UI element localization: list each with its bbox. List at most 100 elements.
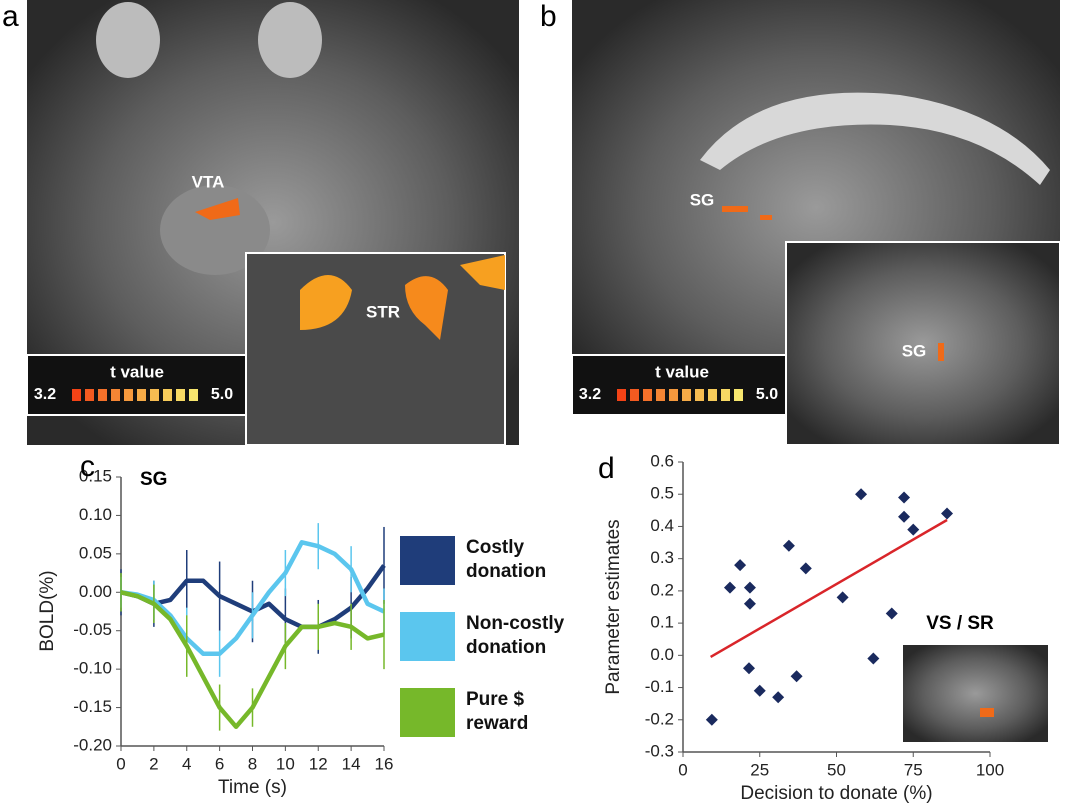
- panel-label: b: [540, 0, 557, 33]
- activation: [460, 255, 505, 290]
- y-tick-label: 0.1: [650, 613, 674, 632]
- y-tick-label: 0.4: [650, 516, 674, 535]
- point: [743, 597, 756, 610]
- chart-title: SG: [140, 469, 167, 490]
- colorbar-title: t value: [655, 362, 709, 381]
- panel-label: a: [2, 0, 19, 33]
- point: [743, 581, 756, 594]
- y-tick-label: 0.6: [650, 451, 674, 470]
- y-tick-label: -0.05: [73, 620, 112, 639]
- y-tick-label: 0.10: [79, 505, 112, 524]
- x-tick-label: 4: [182, 754, 191, 773]
- x-tick-label: 100: [976, 760, 1004, 779]
- x-tick-label: 0: [678, 760, 687, 779]
- activation: [195, 198, 240, 220]
- colorbar-cell: [111, 389, 120, 401]
- y-tick-label: 0.3: [650, 548, 674, 567]
- colorbar-tick-label: 5.0: [211, 386, 233, 403]
- colorbar-cell: [189, 389, 198, 401]
- y-tick-label: -0.1: [645, 677, 674, 696]
- activation: [980, 708, 994, 717]
- colorbar-cell: [721, 389, 730, 401]
- colorbar-cell: [150, 389, 159, 401]
- colorbar-cell: [124, 389, 133, 401]
- colorbar-cell: [656, 389, 665, 401]
- x-tick-label: 16: [375, 754, 394, 773]
- point: [867, 652, 880, 665]
- point: [790, 670, 803, 683]
- y-tick-label: 0.0: [650, 645, 674, 664]
- colorbar-tick-label: 5.0: [756, 386, 778, 403]
- region-label: SG: [902, 341, 927, 360]
- colorbar-cell: [708, 389, 717, 401]
- legend-label: Non-costly donation: [466, 613, 565, 658]
- x-tick-label: 14: [342, 754, 361, 773]
- legend-swatch: [400, 688, 455, 737]
- eye: [96, 2, 160, 78]
- inset-image: [245, 252, 506, 446]
- x-axis-label: Time (s): [218, 777, 287, 798]
- point: [898, 491, 911, 504]
- colorbar-cell: [669, 389, 678, 401]
- y-axis-label: Parameter estimates: [603, 519, 624, 694]
- y-tick-label: 0.2: [650, 580, 674, 599]
- y-tick-label: -0.3: [645, 741, 674, 760]
- x-tick-label: 12: [309, 754, 328, 773]
- x-axis-label: Decision to donate (%): [740, 783, 932, 804]
- point: [907, 523, 920, 536]
- legend-label: Pure $ reward: [466, 689, 529, 734]
- corpus-callosum: [700, 92, 1050, 185]
- fit-line: [710, 518, 948, 659]
- colorbar-cell: [630, 389, 639, 401]
- x-tick-label: 75: [904, 760, 923, 779]
- point: [753, 684, 766, 697]
- x-tick-label: 0: [116, 754, 125, 773]
- legend-swatch: [400, 536, 455, 585]
- activation: [938, 343, 944, 361]
- colorbar-cell: [85, 389, 94, 401]
- region-label: STR: [366, 302, 400, 321]
- y-tick-label: 0.05: [79, 543, 112, 562]
- legend-swatch: [400, 612, 455, 661]
- colorbar-tick-label: 3.2: [34, 386, 56, 403]
- region-label: SG: [690, 190, 715, 209]
- point: [941, 507, 954, 520]
- colorbar-cell: [72, 389, 81, 401]
- y-tick-label: 0.15: [79, 466, 112, 485]
- brainstem: [160, 185, 270, 275]
- x-tick-label: 25: [750, 760, 769, 779]
- point: [743, 662, 756, 675]
- activation: [300, 275, 352, 330]
- y-tick-label: -0.15: [73, 697, 112, 716]
- point: [734, 559, 747, 572]
- colorbar-cell: [682, 389, 691, 401]
- colorbar-box: [26, 354, 247, 416]
- point: [898, 510, 911, 523]
- colorbar-cell: [734, 389, 743, 401]
- y-tick-label: 0.5: [650, 484, 674, 503]
- activation: [760, 215, 772, 220]
- colorbar-cell: [643, 389, 652, 401]
- colorbar-tick-label: 3.2: [579, 386, 601, 403]
- colorbar-cell: [163, 389, 172, 401]
- inset-image: [785, 241, 1061, 446]
- inset-image: [903, 645, 1048, 742]
- y-tick-label: 0.00: [79, 582, 112, 601]
- annotation: VS / SR: [926, 613, 994, 634]
- x-tick-label: 8: [248, 754, 257, 773]
- point: [772, 691, 785, 704]
- colorbar-box: [571, 354, 787, 416]
- activation: [722, 206, 748, 212]
- point: [799, 562, 812, 575]
- point: [705, 713, 718, 726]
- colorbar-cell: [137, 389, 146, 401]
- region-label: VTA: [192, 172, 225, 191]
- point: [885, 607, 898, 620]
- legend-label: Costly donation: [466, 537, 547, 582]
- x-tick-label: 50: [827, 760, 846, 779]
- point: [855, 488, 868, 501]
- series-line: [120, 590, 385, 730]
- y-tick-label: -0.20: [73, 735, 112, 754]
